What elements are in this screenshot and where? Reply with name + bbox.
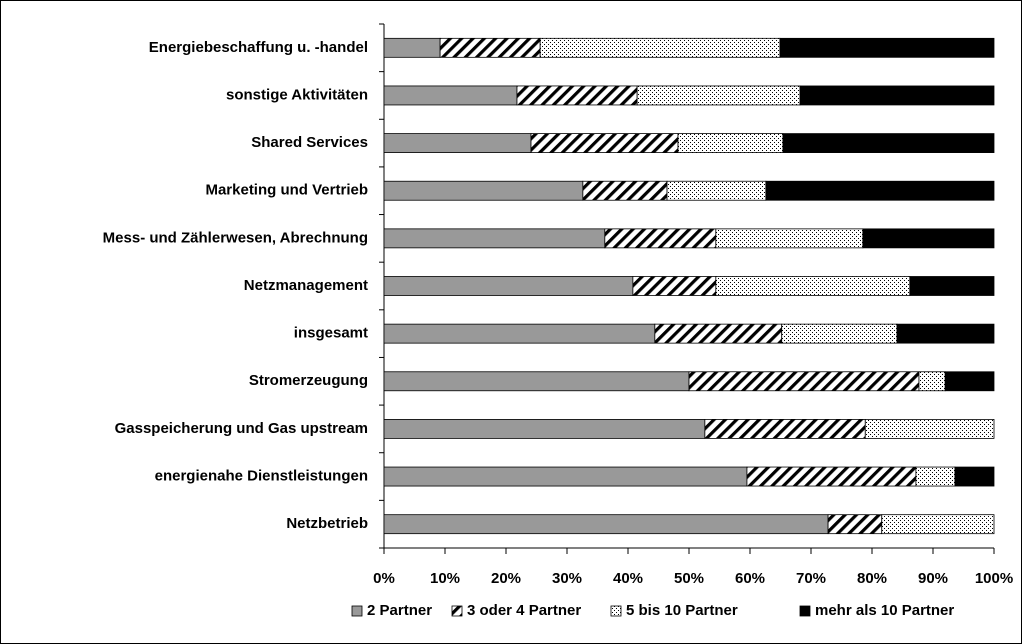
- bar-segment: [582, 180, 668, 201]
- legend-swatch: [610, 605, 622, 617]
- x-tick-label: 50%: [674, 570, 704, 587]
- category-label: Netzmanagement: [244, 277, 368, 294]
- bar-segment: [862, 228, 995, 249]
- legend-swatch: [451, 605, 463, 617]
- bar-segment: [909, 276, 995, 296]
- bar-segment: [677, 133, 784, 153]
- x-tick-label: 60%: [735, 570, 765, 587]
- bar-segment: [666, 180, 767, 201]
- bar-segment: [799, 85, 995, 106]
- bar-segment: [604, 228, 717, 249]
- bar-segment: [383, 180, 584, 201]
- bar-segment: [383, 371, 690, 392]
- category-label: Mess- und Zählerwesen, Abrechnung: [103, 229, 368, 246]
- legend-swatch: [351, 605, 363, 617]
- legend-swatch: [799, 605, 811, 617]
- bar-segment: [636, 85, 801, 106]
- category-label: Netzbetrieb: [286, 515, 368, 532]
- bar-segment: [746, 466, 917, 487]
- bar-segment: [688, 371, 920, 392]
- category-label: insgesamt: [294, 325, 368, 342]
- x-tick-label: 90%: [918, 570, 948, 587]
- bar-segment: [918, 371, 946, 392]
- category-label: Gasspeicherung und Gas upstream: [115, 420, 368, 437]
- x-tick-label: 20%: [491, 570, 521, 587]
- bar-segment: [781, 323, 898, 344]
- bar-segment: [827, 514, 883, 535]
- bar-segment: [383, 276, 634, 296]
- bar-segment: [383, 37, 441, 58]
- category-label: Marketing und Vertrieb: [205, 182, 368, 199]
- legend-label: 3 oder 4 Partner: [467, 602, 581, 619]
- bar-segment: [383, 419, 706, 439]
- x-tick-label: 40%: [613, 570, 643, 587]
- x-tick-label: 100%: [975, 570, 1013, 587]
- category-label: Energiebeschaffung u. -handel: [149, 39, 368, 56]
- category-label: Stromerzeugung: [249, 372, 368, 389]
- bar-segment: [383, 466, 748, 487]
- bar-segment: [654, 323, 783, 344]
- bar-segment: [704, 419, 866, 439]
- x-tick-label: 70%: [796, 570, 826, 587]
- bar-segment: [383, 228, 606, 249]
- bar-segment: [954, 466, 995, 487]
- x-tick-label: 10%: [430, 570, 460, 587]
- bar-segment: [383, 323, 656, 344]
- bar-segment: [715, 228, 864, 249]
- bar-segment: [779, 37, 995, 58]
- bar-segment: [530, 133, 679, 153]
- category-label: energienahe Dienstleistungen: [155, 468, 368, 485]
- bar-segment: [896, 323, 995, 344]
- bar-segment: [915, 466, 956, 487]
- bar-segment: [539, 37, 781, 58]
- bar-segment: [516, 85, 638, 106]
- x-tick-label: 80%: [857, 570, 887, 587]
- x-tick-label: 30%: [552, 570, 582, 587]
- category-label: sonstige Aktivitäten: [226, 86, 368, 103]
- bar-segment: [632, 276, 717, 296]
- bar-segment: [782, 133, 995, 153]
- legend-label: mehr als 10 Partner: [815, 602, 954, 619]
- bar-segment: [864, 419, 995, 439]
- bar-segment: [944, 371, 995, 392]
- bar-segment: [383, 133, 532, 153]
- category-label: Shared Services: [251, 134, 368, 151]
- bar-segment: [881, 514, 995, 535]
- bar-segment: [383, 514, 829, 535]
- bar-segment: [765, 180, 995, 201]
- bar-segment: [383, 85, 518, 106]
- bar-segment: [715, 276, 911, 296]
- bar-segment: [439, 37, 541, 58]
- x-tick-label: 0%: [373, 570, 395, 587]
- legend-label: 2 Partner: [367, 602, 432, 619]
- legend-label: 5 bis 10 Partner: [626, 602, 738, 619]
